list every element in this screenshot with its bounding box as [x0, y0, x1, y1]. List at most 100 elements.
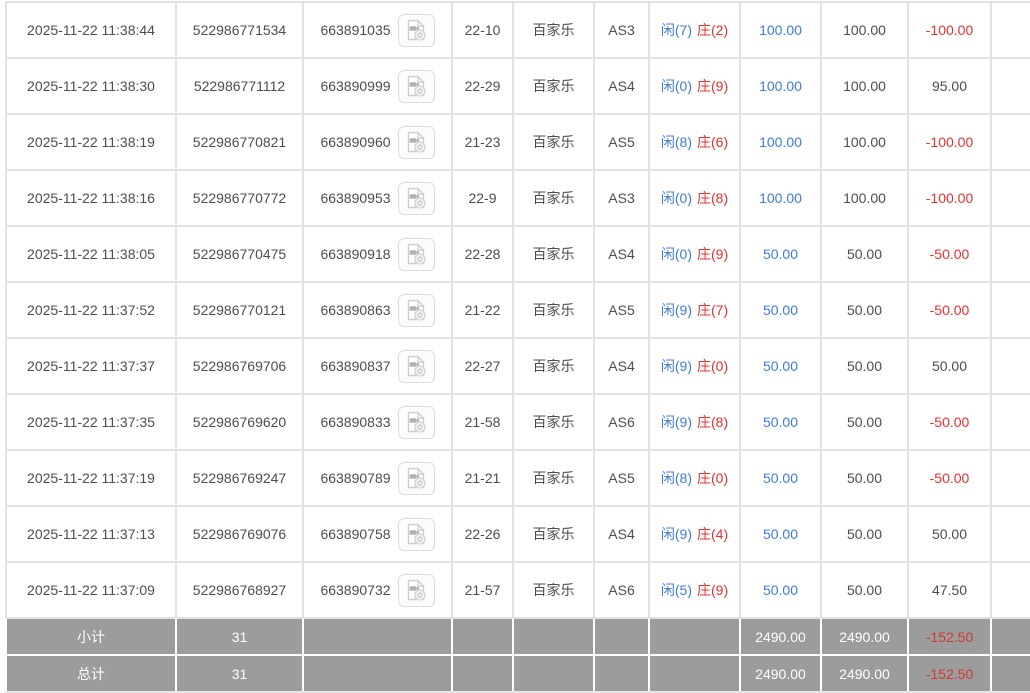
game-no-text: 663890789	[320, 470, 391, 486]
footer-empty	[451, 654, 514, 693]
cell-extra	[990, 113, 1030, 171]
cell-bet-amount: 50.00	[739, 225, 822, 283]
cell-valid-amount: 100.00	[820, 1, 909, 59]
cell-result: 闲(8) 庄(0)	[648, 449, 741, 507]
bet-history-table: 2025-11-22 11:38:44 522986771534 663891035…	[5, 1, 1030, 693]
cell-game-type: 百家乐	[512, 1, 595, 59]
cell-result: 闲(5) 庄(9)	[648, 561, 741, 619]
result-banker: 庄(0)	[697, 470, 729, 486]
video-replay-button[interactable]	[397, 237, 435, 271]
cell-extra	[990, 225, 1030, 283]
cell-table-no: 21-21	[451, 449, 514, 507]
cell-game-no: 663890789	[302, 449, 453, 507]
game-no-wrapper: 663890863	[320, 293, 435, 327]
game-no-wrapper: 663890833	[320, 405, 435, 439]
game-no-wrapper: 663890758	[320, 517, 435, 551]
cell-win-loss: 47.50	[907, 561, 992, 619]
video-file-icon	[407, 523, 426, 545]
cell-win-loss: 50.00	[907, 337, 992, 395]
cell-game-no: 663890837	[302, 337, 453, 395]
video-replay-button[interactable]	[397, 517, 435, 551]
cell-bet-time: 2025-11-22 11:38:19	[5, 113, 177, 171]
cell-bet-amount: 100.00	[739, 57, 822, 115]
cell-bet-time: 2025-11-22 11:38:16	[5, 169, 177, 227]
cell-order-no: 522986770821	[175, 113, 304, 171]
cell-result: 闲(0) 庄(9)	[648, 225, 741, 283]
footer-valid-amount: 2490.00	[820, 617, 909, 656]
footer-valid-amount: 2490.00	[820, 654, 909, 693]
cell-game-type: 百家乐	[512, 225, 595, 283]
result-banker: 庄(4)	[697, 526, 729, 542]
game-no-text: 663890999	[320, 78, 391, 94]
cell-play-type: AS4	[593, 57, 650, 115]
result-player: 闲(0)	[660, 246, 692, 262]
result-banker: 庄(6)	[697, 134, 729, 150]
cell-win-loss: -100.00	[907, 113, 992, 171]
cell-table-no: 22-10	[451, 1, 514, 59]
cell-play-type: AS3	[593, 1, 650, 59]
footer-bet-amount: 2490.00	[739, 654, 822, 693]
video-replay-button[interactable]	[397, 181, 435, 215]
result-player: 闲(0)	[660, 190, 692, 206]
video-replay-button[interactable]	[397, 13, 435, 47]
game-no-wrapper: 663890999	[320, 69, 435, 103]
video-replay-button[interactable]	[397, 125, 435, 159]
cell-bet-time: 2025-11-22 11:37:09	[5, 561, 177, 619]
bet-history-footer: 小计 31 2490.00 2490.00 -152.50 总计 31 2490.00 2490…	[5, 617, 1030, 693]
result-player: 闲(9)	[660, 302, 692, 318]
cell-order-no: 522986769076	[175, 505, 304, 563]
footer-empty	[593, 654, 650, 693]
cell-bet-amount: 50.00	[739, 505, 822, 563]
result-banker: 庄(9)	[697, 246, 729, 262]
cell-table-no: 21-22	[451, 281, 514, 339]
cell-play-type: AS6	[593, 393, 650, 451]
footer-win-loss: -152.50	[907, 617, 992, 656]
cell-bet-time: 2025-11-22 11:37:52	[5, 281, 177, 339]
cell-table-no: 21-23	[451, 113, 514, 171]
video-file-icon	[407, 579, 426, 601]
cell-game-no: 663890960	[302, 113, 453, 171]
cell-bet-time: 2025-11-22 11:37:37	[5, 337, 177, 395]
video-replay-button[interactable]	[397, 69, 435, 103]
cell-play-type: AS4	[593, 225, 650, 283]
result-player: 闲(7)	[660, 22, 692, 38]
result-player: 闲(5)	[660, 582, 692, 598]
table-row: 2025-11-22 11:37:19 522986769247 663890789…	[5, 449, 1030, 507]
cell-extra	[990, 449, 1030, 507]
video-replay-button[interactable]	[397, 461, 435, 495]
game-no-wrapper: 663890918	[320, 237, 435, 271]
cell-win-loss: -50.00	[907, 281, 992, 339]
subtotal-row: 小计 31 2490.00 2490.00 -152.50	[5, 617, 1030, 656]
cell-extra	[990, 561, 1030, 619]
video-file-icon	[407, 243, 426, 265]
cell-valid-amount: 100.00	[820, 113, 909, 171]
result-player: 闲(9)	[660, 358, 692, 374]
video-file-icon	[407, 411, 426, 433]
game-no-wrapper: 663890732	[320, 573, 435, 607]
cell-game-type: 百家乐	[512, 561, 595, 619]
cell-extra	[990, 1, 1030, 59]
cell-game-type: 百家乐	[512, 169, 595, 227]
game-no-text: 663890732	[320, 582, 391, 598]
cell-extra	[990, 169, 1030, 227]
video-replay-button[interactable]	[397, 573, 435, 607]
table-row: 2025-11-22 11:38:30 522986771112 663890999…	[5, 57, 1030, 115]
cell-bet-amount: 50.00	[739, 449, 822, 507]
cell-win-loss: 50.00	[907, 505, 992, 563]
total-row: 总计 31 2490.00 2490.00 -152.50	[5, 654, 1030, 693]
cell-bet-amount: 100.00	[739, 169, 822, 227]
video-replay-button[interactable]	[397, 349, 435, 383]
cell-game-no: 663890758	[302, 505, 453, 563]
cell-extra	[990, 393, 1030, 451]
cell-valid-amount: 50.00	[820, 393, 909, 451]
table-row: 2025-11-22 11:38:16 522986770772 663890953…	[5, 169, 1030, 227]
cell-result: 闲(8) 庄(6)	[648, 113, 741, 171]
footer-empty	[593, 617, 650, 656]
cell-game-type: 百家乐	[512, 281, 595, 339]
video-replay-button[interactable]	[397, 293, 435, 327]
cell-result: 闲(0) 庄(8)	[648, 169, 741, 227]
game-no-wrapper: 663890960	[320, 125, 435, 159]
video-replay-button[interactable]	[397, 405, 435, 439]
cell-win-loss: -50.00	[907, 449, 992, 507]
result-player: 闲(9)	[660, 414, 692, 430]
